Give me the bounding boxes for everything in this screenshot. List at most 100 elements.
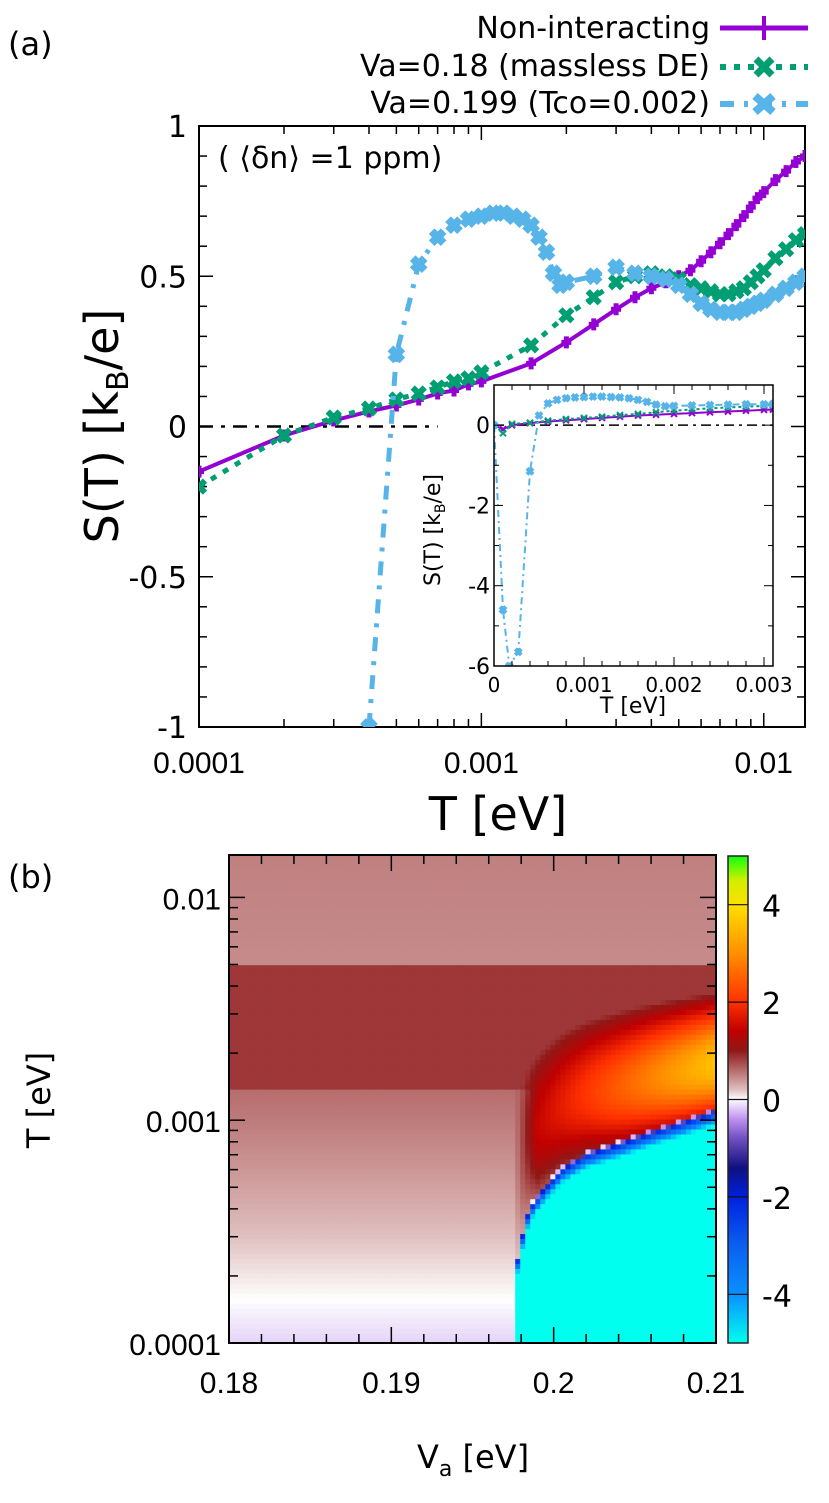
heatmap-cell [650,1148,657,1155]
heatmap-cell [685,1168,692,1175]
heatmap-cell [545,1323,551,1329]
heatmap-cell [630,1188,637,1195]
heatmap-cell [414,1238,421,1245]
heatmap-cell [454,1138,461,1145]
heatmap-cell [279,1178,285,1185]
heatmap-cell [294,1198,300,1205]
heatmap-cell [334,1213,341,1220]
heatmap-cell [459,1338,466,1344]
heatmap-cell [454,1308,461,1314]
heatmap-cell [650,1113,657,1120]
heatmap-cell [620,1238,627,1245]
heatmap-cell [389,1168,396,1175]
heatmap-cell [454,1323,461,1329]
heatmap-cell [269,1258,275,1264]
heatmap-cell [459,1108,466,1115]
heatmap-cell [384,1313,391,1319]
heatmap-cell [314,1223,320,1230]
heatmap-cell [244,1203,250,1210]
heatmap-cell [409,1203,416,1210]
heatmap-cell [464,1253,471,1259]
heatmap-cell [464,1108,471,1115]
heatmap-cell [525,1328,531,1334]
heatmap-cell [399,1168,406,1175]
heatmap-cell [234,1193,240,1200]
heatmap-cell [645,1213,652,1220]
heatmap-cell [269,1298,275,1304]
heatmap-cell [700,1228,707,1235]
heatmap-cell [434,1143,441,1150]
heatmap-cell [640,1203,647,1210]
heatmap-cell [595,1313,602,1319]
heatmap-cell [404,1128,411,1135]
heatmap-cell [555,1273,561,1279]
heatmap-cell [404,1133,411,1140]
heatmap-cell [379,1118,386,1125]
heatmap-cell [480,1238,486,1245]
heatmap-cell [424,1338,431,1344]
heatmap-cell [404,1238,411,1245]
heatmap-cell [570,1308,577,1314]
heatmap-cell [690,1308,697,1314]
heatmap-cell [369,1278,376,1284]
heatmap-cell [274,1193,280,1200]
heatmap-cell [419,1318,426,1324]
heatmap-cell [510,1173,516,1180]
heatmap-cell [560,1333,566,1339]
heatmap-cell [419,1248,426,1254]
heatmap-cell [485,1278,491,1284]
heatmap-cell [580,1308,587,1314]
heatmap-cell [269,1208,275,1215]
heatmap-cell [249,1313,255,1319]
heatmap-cell [540,1113,546,1120]
heatmap-cell [294,1258,300,1264]
heatmap-cell [590,1273,597,1279]
heatmap-cell [685,1223,692,1230]
heatmap-cell [384,1318,391,1324]
heatmap-cell [369,1133,376,1140]
heatmap-cell [464,1238,471,1245]
heatmap-cell [555,1248,561,1254]
heatmap-cell [439,1298,446,1304]
heatmap-cell [495,1123,501,1130]
heatmap-cell [685,1313,692,1319]
heatmap-cell [399,1333,406,1339]
heatmap-cell [244,1218,250,1225]
heatmap-cell [354,1178,361,1185]
heatmap-cell [464,1273,471,1279]
heatmap-cell [475,1123,481,1130]
heatmap-cell [264,1283,270,1289]
heatmap-cell [570,1293,577,1299]
heatmap-cell [254,1283,260,1289]
heatmap-cell [414,1113,421,1120]
heatmap-cell [384,1188,391,1195]
heatmap-cell [249,1308,255,1314]
heatmap-cell [259,1258,265,1264]
heatmap-cell [640,1328,647,1334]
heatmap-cell [269,1338,275,1344]
heatmap-cell [700,1203,707,1210]
data-point [561,336,572,349]
heatmap-cell [630,1278,637,1284]
heatmap-cell [354,1198,361,1205]
heatmap-cell [530,1318,536,1324]
heatmap-cell [274,1158,280,1165]
heatmap-cell [680,1293,687,1299]
heatmap-cell [269,1323,275,1329]
heatmap-cell [309,1233,315,1240]
data-point [409,255,428,274]
heatmap-cell [439,1283,446,1289]
heatmap-cell [620,1333,627,1339]
heatmap-cell [635,1293,642,1299]
heatmap-cell [545,1103,551,1110]
heatmap-cell [374,1283,381,1289]
heatmap-cell [680,1143,687,1150]
heatmap-cell [329,1148,336,1155]
heatmap-cell [289,1243,295,1249]
heatmap-cell [364,1128,371,1135]
heatmap-cell [515,1148,521,1155]
heatmap-cell [705,1153,712,1160]
heatmap-cell [284,1168,290,1175]
heatmap-cell [655,1118,662,1125]
heatmap-cell [399,1283,406,1289]
